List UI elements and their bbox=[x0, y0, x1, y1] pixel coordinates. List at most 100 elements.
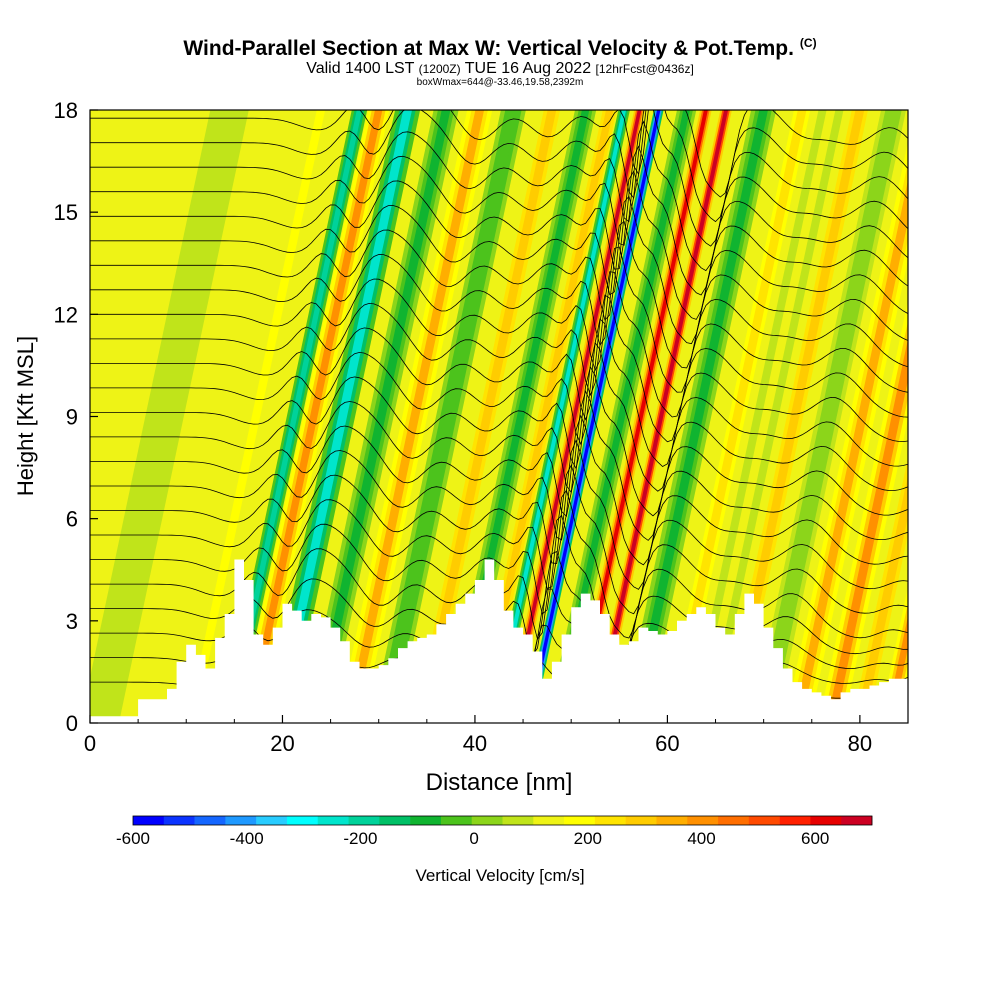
velocity-band-10-layer-2 bbox=[476, 110, 614, 723]
colorbar-swatch bbox=[687, 816, 719, 825]
isentrope-21 bbox=[90, 110, 908, 247]
velocity-band-16-layer-2 bbox=[594, 110, 729, 723]
colorbar-swatch bbox=[225, 816, 257, 825]
velocity-band-7-layer-2 bbox=[379, 110, 518, 723]
x-axis: 0 20 40 60 80 bbox=[84, 715, 872, 756]
colorbar-swatch bbox=[748, 816, 780, 825]
colorbar-swatch bbox=[533, 816, 565, 825]
colorbar-swatch bbox=[564, 816, 596, 825]
y-tick-label: 0 bbox=[66, 711, 78, 736]
velocity-band-24-layer-2 bbox=[855, 475, 908, 723]
x-tick-label: 20 bbox=[270, 731, 294, 756]
isentrope-8 bbox=[90, 414, 908, 566]
velocity-band-4-layer-2 bbox=[273, 110, 412, 723]
velocity-band-19-layer-2 bbox=[696, 110, 836, 723]
velocity-band-18-layer-2 bbox=[667, 110, 807, 723]
colorbar-label: Vertical Velocity [cm/s] bbox=[415, 866, 584, 885]
colorbar-tick-label: 400 bbox=[687, 829, 715, 848]
colorbar-swatch bbox=[348, 816, 380, 825]
isentrope-23 bbox=[90, 110, 908, 198]
terrain-mask bbox=[90, 559, 908, 723]
velocity-band-22-layer-0 bbox=[784, 141, 908, 723]
colorbar-swatch bbox=[286, 816, 319, 825]
velocity-band-20-layer-2 bbox=[725, 110, 865, 723]
velocity-band-1-layer-2 bbox=[186, 110, 326, 723]
colorbar-swatch bbox=[256, 816, 288, 825]
y-tick-label: 9 bbox=[66, 405, 78, 430]
isentrope-6 bbox=[90, 464, 908, 615]
colorbar-swatch bbox=[317, 816, 349, 825]
colorbar-tick-label: -400 bbox=[230, 829, 264, 848]
isentrope-14 bbox=[90, 271, 908, 418]
colorbar-swatch bbox=[718, 816, 750, 825]
y-axis: 0 3 6 9 12 15 18 bbox=[54, 98, 98, 736]
velocity-band-24-layer-1 bbox=[851, 457, 908, 723]
colorbar-swatch bbox=[379, 816, 411, 825]
y-tick-label: 3 bbox=[66, 609, 78, 634]
colorbar-swatch bbox=[133, 816, 165, 825]
isentrope-17 bbox=[90, 195, 908, 345]
isentrope-12 bbox=[90, 318, 908, 467]
velocity-band-15-layer-2 bbox=[574, 110, 708, 723]
isentrope-19 bbox=[90, 145, 908, 296]
valid-date: TUE 16 Aug 2022 bbox=[464, 60, 592, 77]
colorbar: -600 -400 -200 0 200 400 600 bbox=[116, 815, 873, 848]
isentrope-9 bbox=[90, 390, 908, 541]
velocity-band-23-layer-1 bbox=[822, 321, 908, 723]
colorbar-tick-label: -600 bbox=[116, 829, 150, 848]
velocity-band-12-layer-2 bbox=[507, 110, 642, 723]
y-tick-label: 15 bbox=[54, 200, 78, 225]
x-tick-label: 80 bbox=[848, 731, 872, 756]
velocity-band-23-layer-0 bbox=[818, 300, 908, 723]
x-axis-label: Distance [nm] bbox=[426, 769, 573, 796]
valid-utc-time: (1200Z) bbox=[418, 62, 461, 76]
isentrope-18 bbox=[90, 170, 908, 320]
colorbar-tick-label: 0 bbox=[469, 829, 478, 848]
velocity-band-14-layer-2 bbox=[553, 110, 690, 723]
isentrope-20 bbox=[90, 120, 908, 272]
colorbar-swatch bbox=[594, 816, 626, 825]
title-text: Wind-Parallel Section at Max W: Vertical… bbox=[183, 37, 794, 60]
valid-local-time: Valid 1400 LST bbox=[306, 60, 415, 77]
x-tick-label: 60 bbox=[655, 731, 679, 756]
colorbar-tick-label: 600 bbox=[801, 829, 829, 848]
copyright-mark: (C) bbox=[799, 36, 817, 50]
forecast-info: [12hrFcst@0436z] bbox=[595, 62, 694, 76]
isentrope-15 bbox=[90, 246, 908, 393]
colorbar-swatch bbox=[841, 816, 873, 825]
x-tick-label: 0 bbox=[84, 731, 96, 756]
colorbar-swatch bbox=[502, 816, 534, 825]
y-tick-label: 12 bbox=[54, 302, 78, 327]
velocity-band-11-layer-2 bbox=[492, 110, 627, 723]
isentrope-7 bbox=[90, 439, 908, 590]
colorbar-tick-label: -200 bbox=[343, 829, 377, 848]
valid-time-line: Valid 1400 LST (1200Z) TUE 16 Aug 2022 [… bbox=[0, 60, 1000, 78]
velocity-band-3-layer-2 bbox=[245, 110, 383, 723]
y-tick-label: 18 bbox=[54, 98, 78, 123]
colorbar-swatch bbox=[440, 816, 473, 825]
colorbar-frame bbox=[132, 815, 873, 826]
colorbar-swatch bbox=[163, 816, 195, 825]
velocity-band-2-layer-2 bbox=[226, 110, 363, 723]
velocity-band-21-layer-2 bbox=[759, 110, 898, 723]
colorbar-swatch bbox=[471, 816, 503, 825]
isentrope-13 bbox=[90, 294, 908, 443]
velocity-band-5-layer-2 bbox=[311, 110, 451, 723]
isentrope-11 bbox=[90, 341, 908, 492]
isentrope-16 bbox=[90, 220, 908, 369]
isentrope-5 bbox=[90, 489, 908, 639]
chart-title: Wind-Parallel Section at Max W: Vertical… bbox=[0, 36, 1000, 61]
colorbar-swatch bbox=[410, 816, 442, 825]
colorbar-tick-label: 200 bbox=[574, 829, 602, 848]
isentrope-22 bbox=[90, 110, 908, 223]
velocity-band-0-layer-2 bbox=[92, 110, 237, 723]
colorbar-swatch bbox=[810, 816, 842, 825]
velocity-band-22-layer-1 bbox=[789, 162, 908, 723]
colorbar-swatch bbox=[656, 816, 688, 825]
y-axis-label: Height [Kft MSL] bbox=[13, 336, 38, 496]
colorbar-swatch bbox=[625, 816, 657, 825]
box-info: boxWmax=644@-33.46,19.58,2392m bbox=[416, 77, 584, 88]
velocity-band-6-layer-2 bbox=[345, 110, 485, 723]
